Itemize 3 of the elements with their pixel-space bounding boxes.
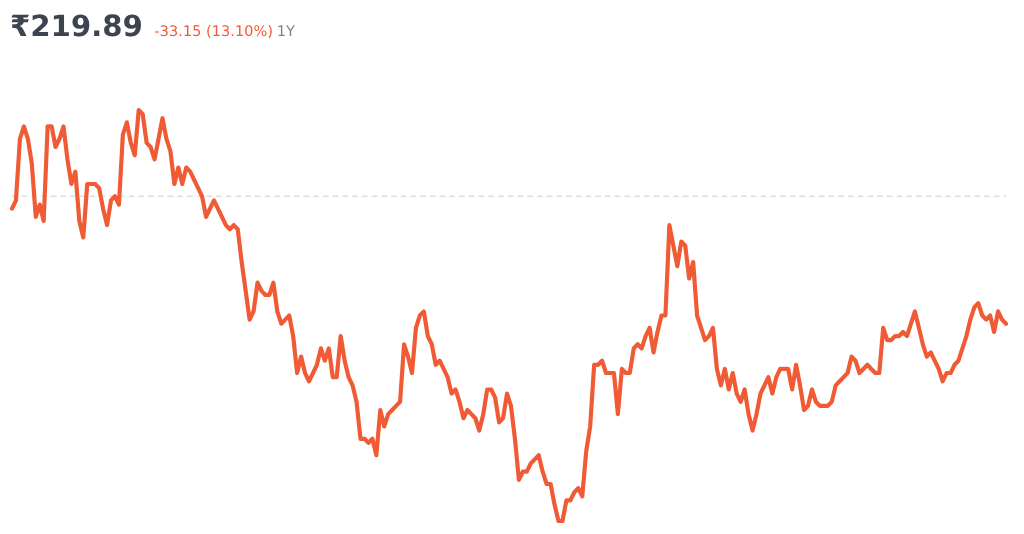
chart-subtitle: -33.15 (13.10%) bbox=[155, 24, 272, 38]
chart-title: ₹219.89 bbox=[11, 14, 141, 37]
text: 1Y bbox=[278, 25, 295, 36]
